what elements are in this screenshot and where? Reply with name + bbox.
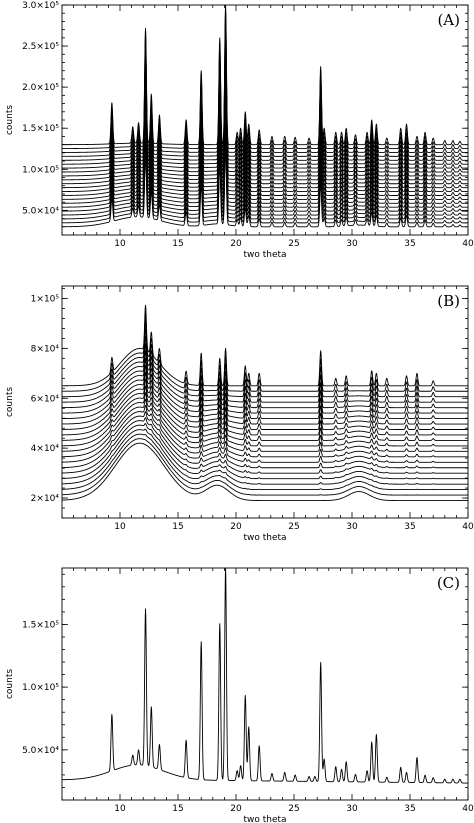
trace-1 xyxy=(62,568,468,784)
trace-22 xyxy=(62,5,468,146)
chart-panel-1: 10 15 20 25 30 35 40 5.0×10⁴ 1.0×10⁵ 1.5×10⁵ 2.0×1… xyxy=(5,1,474,260)
y-tick-label: 8×10⁴ xyxy=(31,344,60,354)
trace-3 xyxy=(62,433,468,491)
x-tick-label: 20 xyxy=(230,239,242,249)
x-tick-label: 35 xyxy=(404,239,415,249)
y-axis-label: counts xyxy=(5,669,15,699)
y-tick-label: 1×10⁵ xyxy=(31,294,60,304)
trace-13 xyxy=(62,371,468,436)
trace-13 xyxy=(62,65,468,181)
trace-1 xyxy=(62,147,468,228)
trace-20 xyxy=(62,320,468,398)
trace-5 xyxy=(62,120,468,212)
trace-1 xyxy=(62,442,468,501)
trace-10 xyxy=(62,392,468,452)
x-tick-label: 15 xyxy=(172,522,183,532)
y-tick-label: 3.0×10⁵ xyxy=(22,1,59,11)
trace-9 xyxy=(62,92,468,196)
diffractogram-traces xyxy=(62,5,468,228)
y-tick-label: 5.0×10⁴ xyxy=(22,206,59,216)
x-tick-label: 20 xyxy=(230,804,242,814)
trace-9 xyxy=(62,398,468,458)
x-tick-label: 15 xyxy=(172,804,183,814)
x-tick-label: 30 xyxy=(346,522,358,532)
trace-17 xyxy=(62,343,468,414)
plot-frame xyxy=(61,567,469,801)
panel-label: (B) xyxy=(437,292,460,310)
trace-15 xyxy=(62,52,468,173)
x-tick-label: 15 xyxy=(172,239,183,249)
diffractogram-traces xyxy=(62,304,468,501)
y-axis-label: counts xyxy=(5,387,15,417)
y-axis-label: counts xyxy=(5,105,15,135)
chart-panel-2: 10 15 20 25 30 35 40 2×10⁴ 4×10⁴ 6×10⁴ 8×10⁴ 1×10⁵ t… xyxy=(5,285,474,543)
trace-6 xyxy=(62,113,468,208)
y-tick-label: 1.5×10⁵ xyxy=(22,620,59,630)
trace-10 xyxy=(62,86,468,193)
trace-21 xyxy=(62,312,468,392)
trace-11 xyxy=(62,385,468,447)
x-tick-label: 35 xyxy=(404,522,415,532)
y-tick-label: 6×10⁴ xyxy=(31,394,60,404)
diffractogram-traces xyxy=(62,568,468,784)
trace-17 xyxy=(62,38,468,165)
trace-16 xyxy=(62,350,468,420)
plot-frame xyxy=(61,285,469,519)
x-tick-label: 25 xyxy=(288,522,299,532)
trace-7 xyxy=(62,106,468,204)
trace-8 xyxy=(62,99,468,200)
trace-6 xyxy=(62,417,468,474)
x-tick-label: 30 xyxy=(346,804,358,814)
x-tick-label: 40 xyxy=(462,522,474,532)
x-axis-label: two theta xyxy=(243,815,286,823)
panel-label: (C) xyxy=(437,574,460,592)
x-tick-label: 40 xyxy=(462,239,474,249)
trace-4 xyxy=(62,428,468,485)
trace-5 xyxy=(62,423,468,480)
x-axis-label: two theta xyxy=(243,533,286,543)
panel-label: (A) xyxy=(437,11,460,29)
trace-2 xyxy=(62,438,468,496)
trace-4 xyxy=(62,126,468,216)
x-tick-label: 35 xyxy=(404,804,415,814)
x-tick-label: 10 xyxy=(114,522,126,532)
trace-14 xyxy=(62,58,468,177)
trace-19 xyxy=(62,328,468,403)
y-tick-label: 1.0×10⁵ xyxy=(22,683,59,693)
trace-2 xyxy=(62,140,468,224)
x-tick-label: 10 xyxy=(114,239,126,249)
y-tick-label: 2×10⁴ xyxy=(31,494,60,504)
x-tick-label: 25 xyxy=(288,804,299,814)
x-tick-label: 30 xyxy=(346,239,358,249)
trace-12 xyxy=(62,378,468,441)
x-tick-label: 40 xyxy=(462,804,474,814)
trace-8 xyxy=(62,405,468,463)
trace-22 xyxy=(62,304,468,387)
trace-18 xyxy=(62,335,468,409)
trace-3 xyxy=(62,133,468,220)
trace-14 xyxy=(62,364,468,430)
y-tick-label: 1.5×10⁵ xyxy=(22,124,59,134)
trace-16 xyxy=(62,45,468,169)
trace-7 xyxy=(62,411,468,469)
y-tick-label: 2.5×10⁵ xyxy=(22,42,59,52)
y-tick-label: 4×10⁴ xyxy=(31,444,60,454)
chart-panel-3: 10 15 20 25 30 35 40 5.0×10⁴ 1.0×10⁵ 1.5×10⁵ two t… xyxy=(5,567,474,823)
trace-12 xyxy=(62,72,468,185)
x-axis-label: two theta xyxy=(243,250,286,260)
x-tick-label: 20 xyxy=(230,522,242,532)
trace-11 xyxy=(62,79,468,189)
y-tick-label: 5.0×10⁴ xyxy=(22,746,59,756)
x-tick-label: 25 xyxy=(288,239,299,249)
x-tick-label: 10 xyxy=(114,804,126,814)
y-tick-label: 2.0×10⁵ xyxy=(22,83,59,93)
y-tick-label: 1.0×10⁵ xyxy=(22,165,59,175)
trace-15 xyxy=(62,357,468,425)
trace-18 xyxy=(62,31,468,161)
